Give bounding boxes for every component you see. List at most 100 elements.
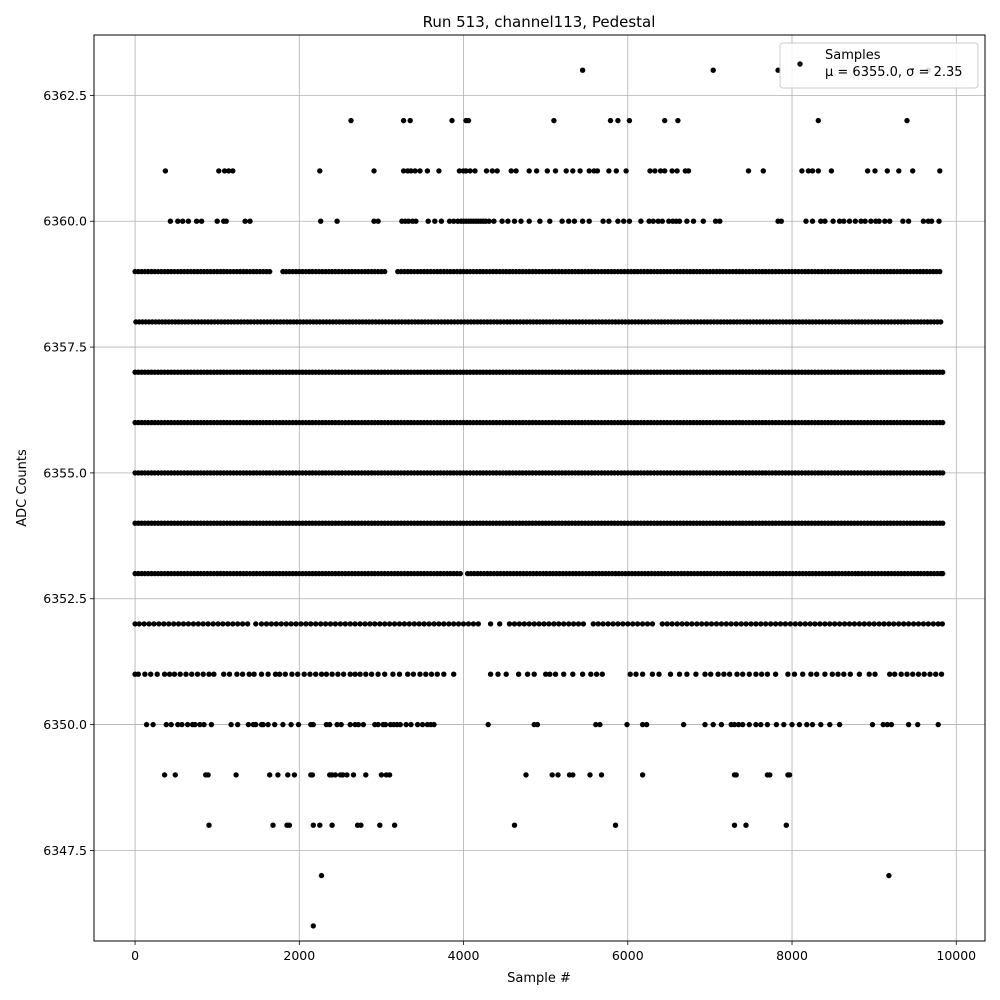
data-point [920,621,927,627]
data-point [566,218,572,224]
data-point [467,168,473,174]
data-point [818,218,824,224]
data-point [179,721,185,728]
data-point [263,621,270,627]
data-point [318,671,325,677]
data-point [827,621,833,627]
data-point [630,621,636,627]
data-point [146,621,152,627]
data-point [746,721,752,728]
data-point [303,621,309,627]
data-point [933,671,939,677]
data-point [533,168,540,174]
data-point [223,218,229,224]
data-point [401,621,408,627]
data-point [172,772,178,778]
data-point [787,621,794,627]
legend-box [779,42,979,89]
data-point [676,671,683,677]
data-point [633,671,639,677]
data-point [518,218,524,224]
data-point [599,671,605,677]
data-point [809,168,816,174]
data-point [273,621,279,627]
data-point [483,168,490,174]
data-point [721,671,727,677]
data-point [503,671,509,677]
data-point [280,721,286,728]
data-point [350,772,357,778]
data-point [872,168,878,174]
data-point [189,671,195,677]
data-point [200,671,206,677]
data-point [552,671,559,677]
data-point [449,117,455,124]
data-point [726,671,733,677]
data-point [772,671,779,677]
data-point [915,671,922,677]
data-point [511,822,518,828]
axis-ticks: 0 2000 4000 6000 8000 10000 6347.5 6350.0 6352.5… [43,88,976,963]
data-point [378,772,385,778]
data-point [579,671,586,677]
data-point [625,621,631,627]
data-point [526,621,532,627]
data-point [408,721,414,728]
y-tick-label: 6355.0 [43,465,87,480]
data-point [731,822,738,828]
data-point [201,721,207,728]
data-point [372,621,378,627]
data-point [197,721,203,728]
data-point [347,671,353,677]
data-point [587,772,593,778]
data-point [836,721,843,728]
data-point [386,772,393,778]
data-point [657,168,664,174]
data-point [904,117,910,124]
data-point [740,721,746,728]
data-point [717,218,723,224]
data-point [836,621,843,627]
data-point [497,621,503,627]
data-point [434,671,440,677]
data-point [605,621,611,627]
data-point [888,721,895,728]
data-point [508,168,514,174]
data-point [887,671,893,677]
data-point [340,772,346,778]
x-tick-label: 10000 [936,948,976,963]
data-point [455,621,462,627]
data-point [358,822,364,828]
data-point [723,621,729,627]
data-point [318,218,324,224]
data-point [827,721,833,728]
data-point [428,671,435,677]
data-point [851,621,858,627]
data-point [253,621,259,627]
data-point [396,621,403,627]
data-point [171,621,177,627]
data-point [499,218,505,224]
data-point [283,621,289,627]
data-point [797,621,803,627]
data-point [693,671,699,677]
data-point [276,671,283,677]
y-tick-label: 6360.0 [43,214,87,229]
data-point [505,218,511,224]
data-point [800,671,806,677]
data-point [556,621,562,627]
data-point [829,671,835,677]
data-point [436,621,442,627]
data-point [347,721,353,728]
data-point [293,621,299,627]
data-point [371,168,377,174]
data-point [451,671,457,677]
data-point [272,721,278,728]
data-point [940,470,946,476]
data-point [375,671,381,677]
data-point [318,872,325,879]
data-point [258,621,265,627]
data-point [338,721,344,728]
data-point [921,671,927,677]
